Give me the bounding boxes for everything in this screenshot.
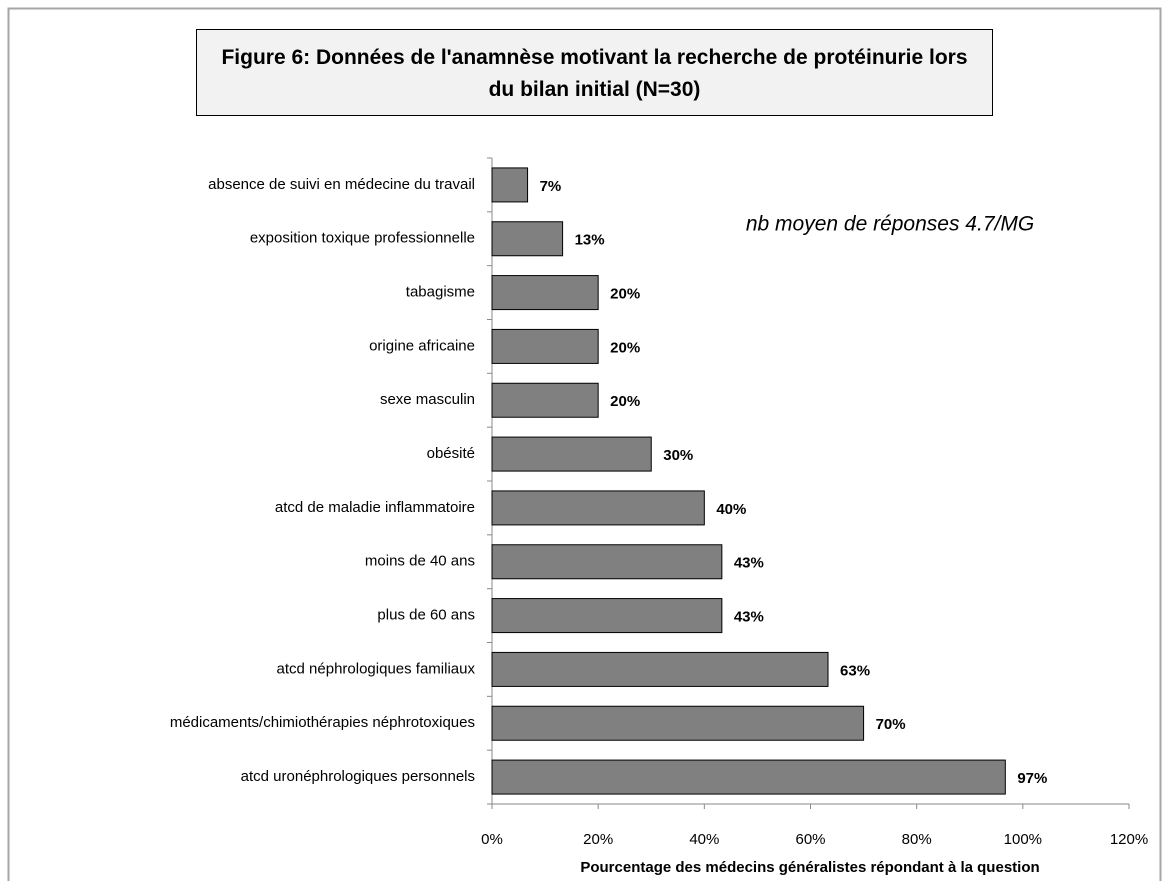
data-label: 20% [610,286,640,303]
chart-border [7,7,1162,881]
y-tick-label: exposition toxique professionnelle [250,230,475,247]
bar [491,651,829,687]
x-axis-title: Pourcentage des médecins généralistes ré… [580,859,1039,876]
bar [491,167,529,203]
annotation: nb moyen de réponses 4.7/MG [746,213,1034,236]
data-label: 30% [663,447,693,464]
x-tick-label: 20% [583,831,613,848]
y-tick-label: sexe masculin [380,391,475,408]
bar [491,598,723,634]
y-tick-label: atcd de maladie inflammatoire [275,499,475,516]
data-label: 97% [1017,770,1047,787]
bar [491,705,865,741]
data-label: 63% [840,662,870,679]
data-label: 43% [734,609,764,626]
y-tick-label: absence de suivi en médecine du travail [208,176,475,193]
x-tick-label: 100% [1004,831,1042,848]
bar [491,490,705,526]
x-tick-label: 0% [481,831,503,848]
x-tick-label: 80% [902,831,932,848]
bar [491,436,652,472]
data-label: 70% [876,716,906,733]
bar [491,759,1006,795]
chart-title: Figure 6: Données de l'anamnèse motivant… [196,29,993,116]
y-tick-label: plus de 60 ans [377,607,475,624]
y-tick-label: obésité [427,445,475,462]
x-tick-label: 120% [1110,831,1148,848]
bar [491,328,599,364]
data-label: 13% [575,232,605,249]
data-label: 43% [734,555,764,572]
y-tick-label: médicaments/chimiothérapies néphrotoxiqu… [170,714,475,731]
y-tick-label: origine africaine [369,337,475,354]
y-tick-label: atcd néphrologiques familiaux [277,660,476,677]
data-label: 20% [610,339,640,356]
bar [491,221,564,257]
bar [491,275,599,311]
y-tick-label: tabagisme [406,284,475,301]
y-tick-label: moins de 40 ans [365,553,475,570]
y-tick-label: atcd uronéphrologiques personnels [241,768,475,785]
bar [491,544,723,580]
data-label: 40% [716,501,746,518]
x-tick-label: 60% [795,831,825,848]
bar [491,382,599,418]
data-label: 7% [540,178,562,195]
x-tick-label: 40% [689,831,719,848]
data-label: 20% [610,393,640,410]
